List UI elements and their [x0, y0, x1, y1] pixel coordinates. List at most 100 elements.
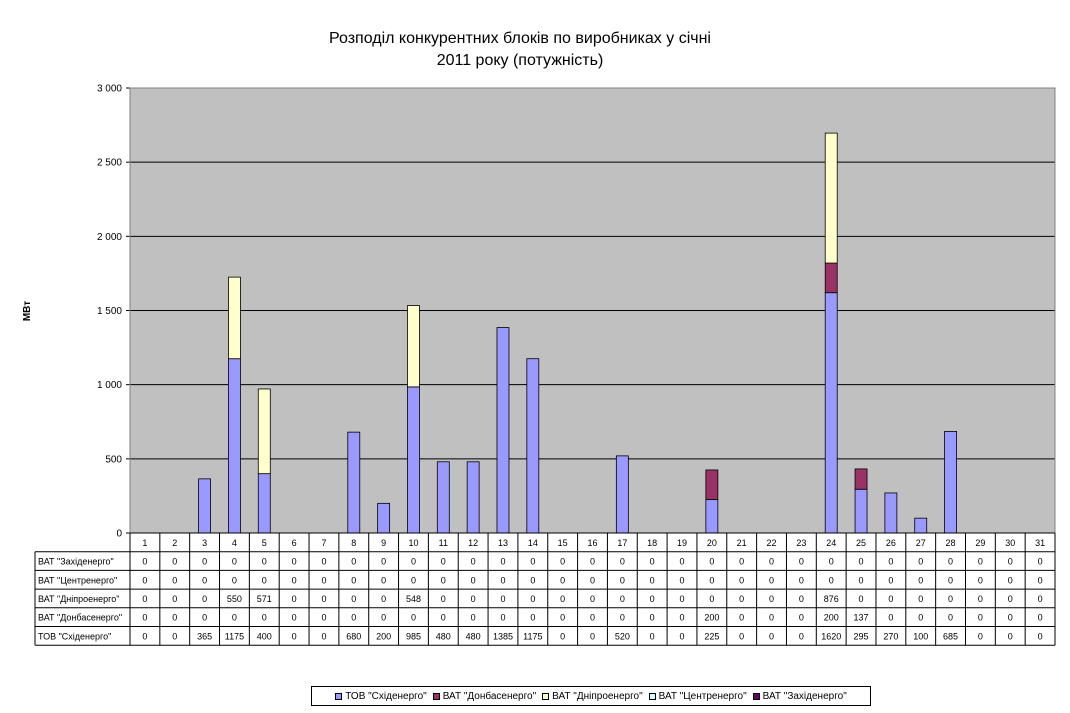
x-tick-label: 10: [408, 538, 418, 548]
y-tick-label: 2 500: [97, 158, 122, 169]
table-cell-value: 0: [351, 557, 356, 567]
table-cell-value: 0: [172, 594, 177, 604]
table-cell-value: 0: [262, 613, 267, 623]
x-tick-label: 13: [498, 538, 508, 548]
bar-segment: [854, 488, 868, 534]
x-tick-label: 20: [707, 538, 717, 548]
table-cell-value: 0: [799, 557, 804, 567]
x-tick-label: 19: [677, 538, 687, 548]
table-cell-value: 685: [943, 631, 958, 641]
chart-title-line-1: Розподіл конкурентних блоків по виробник…: [329, 30, 711, 47]
table-cell-value: 480: [436, 631, 451, 641]
x-tick-label: 15: [558, 538, 568, 548]
table-cell-value: 0: [202, 575, 207, 585]
table-cell-value: 520: [615, 631, 630, 641]
table-cell-value: 0: [978, 613, 983, 623]
table-cell-value: 0: [441, 557, 446, 567]
table-cell-value: 0: [1008, 575, 1013, 585]
legend-label: ВАТ "Дніпроенерго": [552, 690, 643, 702]
x-tick-label: 16: [587, 538, 597, 548]
table-cell-value: 0: [650, 613, 655, 623]
table-cell-value: 100: [913, 631, 928, 641]
table-cell-value: 0: [888, 594, 893, 604]
table-cell-value: 0: [590, 575, 595, 585]
table-cell-value: 0: [351, 613, 356, 623]
table-cell-value: 480: [466, 631, 481, 641]
table-cell-value: 0: [620, 613, 625, 623]
legend-label: ВАТ "Центренерго": [658, 690, 747, 702]
table-cell-value: 0: [709, 594, 714, 604]
table-cell-value: 0: [500, 575, 505, 585]
table-cell-value: 0: [948, 613, 953, 623]
table-cell-value: 0: [381, 594, 386, 604]
table-cell-value: 0: [650, 594, 655, 604]
table-cell-value: 0: [1038, 613, 1043, 623]
table-cell-value: 0: [918, 594, 923, 604]
table-cell-value: 295: [854, 631, 869, 641]
x-tick-label: 24: [826, 538, 836, 548]
table-cell-value: 0: [620, 557, 625, 567]
bar-segment: [407, 386, 420, 534]
table-cell-value: 0: [202, 594, 207, 604]
bar-segment: [228, 276, 241, 360]
x-tick-label: 23: [796, 538, 806, 548]
table-cell-value: 0: [709, 575, 714, 585]
table-cell-value: 1620: [821, 631, 841, 641]
table-cell-value: 0: [172, 557, 177, 567]
table-cell-value: 0: [500, 613, 505, 623]
legend-swatch: [752, 692, 760, 700]
x-tick-label: 7: [321, 538, 326, 548]
table-cell-value: 0: [590, 631, 595, 641]
table-cell-value: 0: [560, 613, 565, 623]
table-cell-value: 0: [799, 613, 804, 623]
table-cell-value: 0: [292, 631, 297, 641]
table-cell-value: 0: [292, 594, 297, 604]
x-tick-label: 4: [232, 538, 237, 548]
legend-item: ВАТ "Західенерго": [752, 691, 847, 702]
table-cell-value: 0: [351, 575, 356, 585]
table-cell-value: 0: [680, 631, 685, 641]
bar-segment: [466, 461, 480, 534]
y-tick-label: 500: [105, 454, 122, 465]
bar-segment: [824, 132, 838, 264]
table-row-label: ВАТ "Дніпроенерго": [38, 594, 119, 604]
table-cell-value: 0: [829, 575, 834, 585]
legend-item: ВАТ "Донбасенерго": [432, 690, 537, 702]
table-cell-value: 0: [739, 575, 744, 585]
table-cell-value: 0: [709, 557, 714, 567]
table-cell-value: 0: [590, 557, 595, 567]
bar-segment: [496, 327, 510, 534]
bar-segment: [884, 492, 898, 534]
bar-segment: [526, 358, 540, 534]
table-cell-value: 270: [883, 631, 898, 641]
table-cell-value: 0: [381, 575, 386, 585]
bar-segment: [944, 430, 957, 534]
bar-segment: [198, 478, 211, 534]
table-cell-value: 0: [680, 594, 685, 604]
table-cell-value: 0: [1008, 631, 1013, 641]
table-cell-value: 0: [292, 613, 297, 623]
chart-title-line-2: 2011 року (потужність): [436, 52, 604, 69]
y-tick-label: 1 000: [97, 380, 122, 391]
table-cell-value: 0: [292, 575, 297, 585]
legend-swatch: [648, 692, 656, 700]
table-cell-value: 225: [704, 631, 719, 641]
table-cell-value: 0: [918, 575, 923, 585]
table-cell-value: 0: [948, 575, 953, 585]
bar-segment: [854, 468, 868, 490]
y-axis-label: МВт: [22, 301, 33, 321]
table-cell-value: 0: [650, 557, 655, 567]
table-cell-value: 0: [471, 575, 476, 585]
x-tick-label: 6: [292, 538, 297, 548]
table-cell-value: 0: [859, 594, 864, 604]
table-cell-value: 571: [257, 594, 272, 604]
table-cell-value: 0: [292, 557, 297, 567]
bar-segment: [257, 388, 271, 475]
table-cell-value: 400: [257, 631, 272, 641]
table-cell-value: 0: [739, 557, 744, 567]
x-tick-label: 25: [856, 538, 866, 548]
bar-segment: [407, 305, 420, 388]
legend-label: ВАТ "Донбасенерго": [442, 690, 537, 702]
table-cell-value: 0: [530, 594, 535, 604]
table-cell-value: 0: [321, 631, 326, 641]
